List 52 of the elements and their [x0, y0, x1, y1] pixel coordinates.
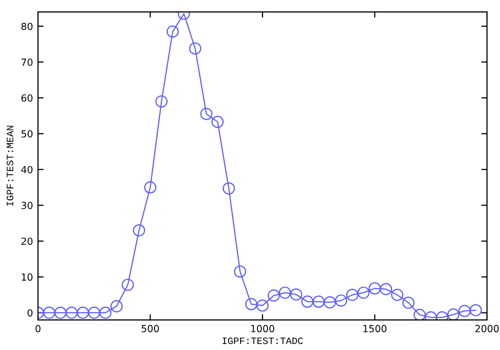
point: [380, 282, 392, 296]
point: [110, 300, 123, 312]
point: [155, 95, 168, 108]
point: [402, 296, 415, 309]
point: [245, 298, 258, 310]
point: [334, 294, 348, 307]
point: [278, 286, 292, 299]
point: [166, 25, 179, 38]
point: [391, 288, 404, 301]
x-tick-label: 1000: [251, 324, 274, 332]
point: [132, 224, 146, 236]
point: [447, 308, 460, 320]
point: [122, 278, 134, 291]
y-tick-label: 30: [22, 202, 32, 210]
x-tick-label: 1500: [363, 324, 386, 332]
point: [312, 296, 325, 308]
y-axis-title: IGPF:TEST:MEAN: [6, 126, 14, 206]
point: [268, 289, 280, 302]
point: [144, 181, 156, 194]
y-tick-label: 10: [22, 273, 32, 281]
y-tick-label: 70: [22, 58, 32, 66]
point: [88, 306, 100, 319]
y-tick-label: 60: [21, 94, 32, 102]
x-tick-label: 500: [142, 324, 159, 332]
point: [470, 304, 482, 316]
point: [66, 306, 78, 319]
point: [43, 306, 56, 319]
point: [76, 306, 90, 319]
x-axis-title: IGPF:TEST:TADC: [222, 337, 303, 344]
y-tick-label: 40: [21, 166, 32, 174]
x-tick-label: 0: [36, 324, 40, 332]
point: [211, 116, 224, 128]
point: [346, 288, 358, 301]
point: [99, 306, 112, 319]
point: [324, 296, 336, 308]
point: [414, 308, 426, 320]
point: [189, 42, 202, 55]
point: [256, 299, 269, 312]
point: [357, 286, 370, 299]
y-tick-label: 80: [21, 22, 32, 30]
point: [301, 296, 314, 308]
point: [200, 108, 212, 120]
y-tick-label: 0: [28, 309, 32, 317]
y-tick-label: 20: [21, 238, 32, 245]
point: [368, 282, 381, 294]
point: [54, 306, 67, 319]
point: [458, 304, 471, 318]
point: [234, 265, 246, 278]
point: [222, 182, 235, 195]
y-tick-label: 50: [22, 130, 32, 138]
point: [290, 288, 302, 301]
x-tick-label: 2000: [475, 324, 499, 332]
